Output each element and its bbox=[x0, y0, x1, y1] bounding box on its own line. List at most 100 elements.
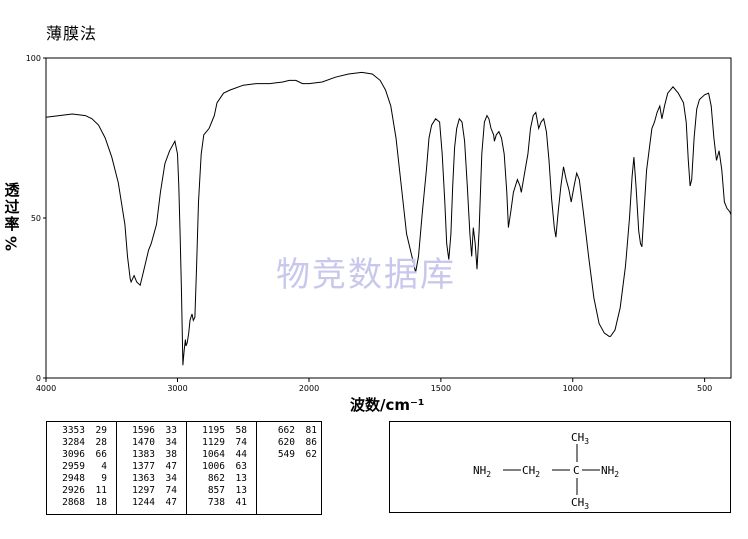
peak-column: 3353 29 3284 28 3096 66 2959 4 2948 9 2926 11 2868 18 bbox=[47, 422, 117, 514]
atom-ch3-bottom: CH3 bbox=[571, 496, 589, 511]
atom-ch2: CH2 bbox=[522, 464, 540, 479]
x-tick-label: 2000 bbox=[299, 384, 319, 393]
y-tick-label: 0 bbox=[36, 374, 41, 383]
x-tick-label: 4000 bbox=[36, 384, 56, 393]
peak-transmittance: 44 bbox=[235, 449, 247, 460]
y-tick-label: 100 bbox=[26, 54, 41, 63]
peak-column: 662 81 620 86 549 62 bbox=[257, 422, 321, 514]
peak-row: 1377 47 bbox=[117, 461, 186, 473]
peak-wavenumber: 1377 bbox=[132, 461, 155, 472]
peak-wavenumber: 2948 bbox=[62, 473, 85, 484]
peak-transmittance: 86 bbox=[305, 437, 317, 448]
page-title: 薄膜法 bbox=[46, 24, 98, 43]
peak-wavenumber: 1596 bbox=[132, 425, 155, 436]
peak-transmittance: 11 bbox=[95, 485, 107, 496]
ir-spectrum-chart: 4000 3000 2000 1500 1000 500 0 50 100 bbox=[26, 54, 732, 393]
peak-transmittance: 63 bbox=[235, 461, 247, 472]
peak-row: 2948 9 bbox=[47, 473, 116, 485]
peak-row: 620 86 bbox=[257, 437, 321, 449]
peak-transmittance: 41 bbox=[235, 497, 247, 508]
peak-transmittance: 13 bbox=[235, 485, 247, 496]
peak-transmittance: 66 bbox=[95, 449, 107, 460]
y-axis-label-char: 透 bbox=[4, 181, 20, 199]
peak-row: 3284 28 bbox=[47, 437, 116, 449]
peak-wavenumber: 1383 bbox=[132, 449, 155, 460]
peak-transmittance: 9 bbox=[101, 473, 107, 484]
peak-wavenumber: 738 bbox=[207, 497, 225, 508]
peak-row: 1064 44 bbox=[187, 449, 256, 461]
peak-row: 2926 11 bbox=[47, 485, 116, 497]
y-axis-label-char: 率 bbox=[4, 215, 20, 233]
peak-wavenumber: 1129 bbox=[202, 437, 225, 448]
peak-row: 1129 74 bbox=[187, 437, 256, 449]
y-axis-label: 透 过 率 % bbox=[2, 182, 22, 254]
structure-diagram: NH2 CH2 C NH2 CH3 CH3 bbox=[389, 421, 731, 513]
x-tick-label: 500 bbox=[697, 384, 712, 393]
peak-wavenumber: 1064 bbox=[202, 449, 225, 460]
tick-group: 4000 3000 2000 1500 1000 500 0 50 100 bbox=[26, 54, 713, 393]
peak-transmittance: 47 bbox=[165, 497, 177, 508]
peak-wavenumber: 2926 bbox=[62, 485, 85, 496]
peak-transmittance: 38 bbox=[165, 449, 177, 460]
x-tick-label: 1500 bbox=[431, 384, 451, 393]
peak-wavenumber: 857 bbox=[207, 485, 225, 496]
series-line bbox=[45, 71, 732, 366]
peak-row: 2959 4 bbox=[47, 461, 116, 473]
peak-row: 3353 29 bbox=[47, 425, 116, 437]
peak-column: 1596 33 1470 34 1383 38 1377 47 1363 34 1297 74 1244… bbox=[117, 422, 187, 514]
peak-table: 3353 29 3284 28 3096 66 2959 4 2948 9 2926 11 2868 18… bbox=[46, 421, 322, 515]
peak-column: 1195 58 1129 74 1064 44 1006 63 862 13 857 13 738 41 bbox=[187, 422, 257, 514]
atom-c: C bbox=[573, 464, 580, 477]
peak-transmittance: 47 bbox=[165, 461, 177, 472]
structure-svg: NH2 CH2 C NH2 CH3 CH3 bbox=[473, 431, 619, 511]
peak-row: 857 13 bbox=[187, 485, 256, 497]
peak-row: 1244 47 bbox=[117, 497, 186, 509]
peak-row: 1383 38 bbox=[117, 449, 186, 461]
y-tick-label: 50 bbox=[31, 214, 41, 223]
plot-frame bbox=[45, 57, 732, 379]
peak-wavenumber: 1195 bbox=[202, 425, 225, 436]
watermark: 物竞数据库 bbox=[276, 255, 456, 295]
peak-row: 1596 33 bbox=[117, 425, 186, 437]
peak-wavenumber: 862 bbox=[207, 473, 225, 484]
peak-row: 2868 18 bbox=[47, 497, 116, 509]
peak-transmittance: 33 bbox=[165, 425, 177, 436]
peak-transmittance: 29 bbox=[95, 425, 107, 436]
peak-row: 862 13 bbox=[187, 473, 256, 485]
peak-transmittance: 74 bbox=[235, 437, 247, 448]
peak-transmittance: 81 bbox=[305, 425, 317, 436]
peak-wavenumber: 662 bbox=[277, 425, 295, 436]
peak-transmittance: 34 bbox=[165, 437, 177, 448]
peak-transmittance: 13 bbox=[235, 473, 247, 484]
peak-row: 1195 58 bbox=[187, 425, 256, 437]
peak-wavenumber: 620 bbox=[277, 437, 295, 448]
peak-wavenumber: 549 bbox=[277, 449, 295, 460]
peak-wavenumber: 1244 bbox=[132, 497, 155, 508]
peak-row: 1363 34 bbox=[117, 473, 186, 485]
peak-row: 738 41 bbox=[187, 497, 256, 509]
x-tick-label: 1000 bbox=[563, 384, 583, 393]
peak-row: 1006 63 bbox=[187, 461, 256, 473]
peak-row: 3096 66 bbox=[47, 449, 116, 461]
peak-wavenumber: 2868 bbox=[62, 497, 85, 508]
x-tick-label: 3000 bbox=[167, 384, 187, 393]
peak-wavenumber: 1297 bbox=[132, 485, 155, 496]
peak-wavenumber: 3096 bbox=[62, 449, 85, 460]
peak-transmittance: 4 bbox=[101, 461, 107, 472]
peak-transmittance: 58 bbox=[235, 425, 247, 436]
atom-nh2-right: NH2 bbox=[601, 464, 619, 479]
peak-transmittance: 74 bbox=[165, 485, 177, 496]
peak-transmittance: 34 bbox=[165, 473, 177, 484]
y-axis-unit: % bbox=[2, 235, 21, 252]
y-axis-label-char: 过 bbox=[4, 198, 20, 216]
peak-row: 1297 74 bbox=[117, 485, 186, 497]
peak-wavenumber: 1470 bbox=[132, 437, 155, 448]
peak-row: 1470 34 bbox=[117, 437, 186, 449]
peak-wavenumber: 1363 bbox=[132, 473, 155, 484]
peak-wavenumber: 1006 bbox=[202, 461, 225, 472]
x-axis-label: 波数/cm⁻¹ bbox=[350, 396, 425, 414]
peak-row: 549 62 bbox=[257, 449, 321, 461]
peak-wavenumber: 3353 bbox=[62, 425, 85, 436]
peak-wavenumber: 3284 bbox=[62, 437, 85, 448]
atom-nh2-left: NH2 bbox=[473, 464, 491, 479]
